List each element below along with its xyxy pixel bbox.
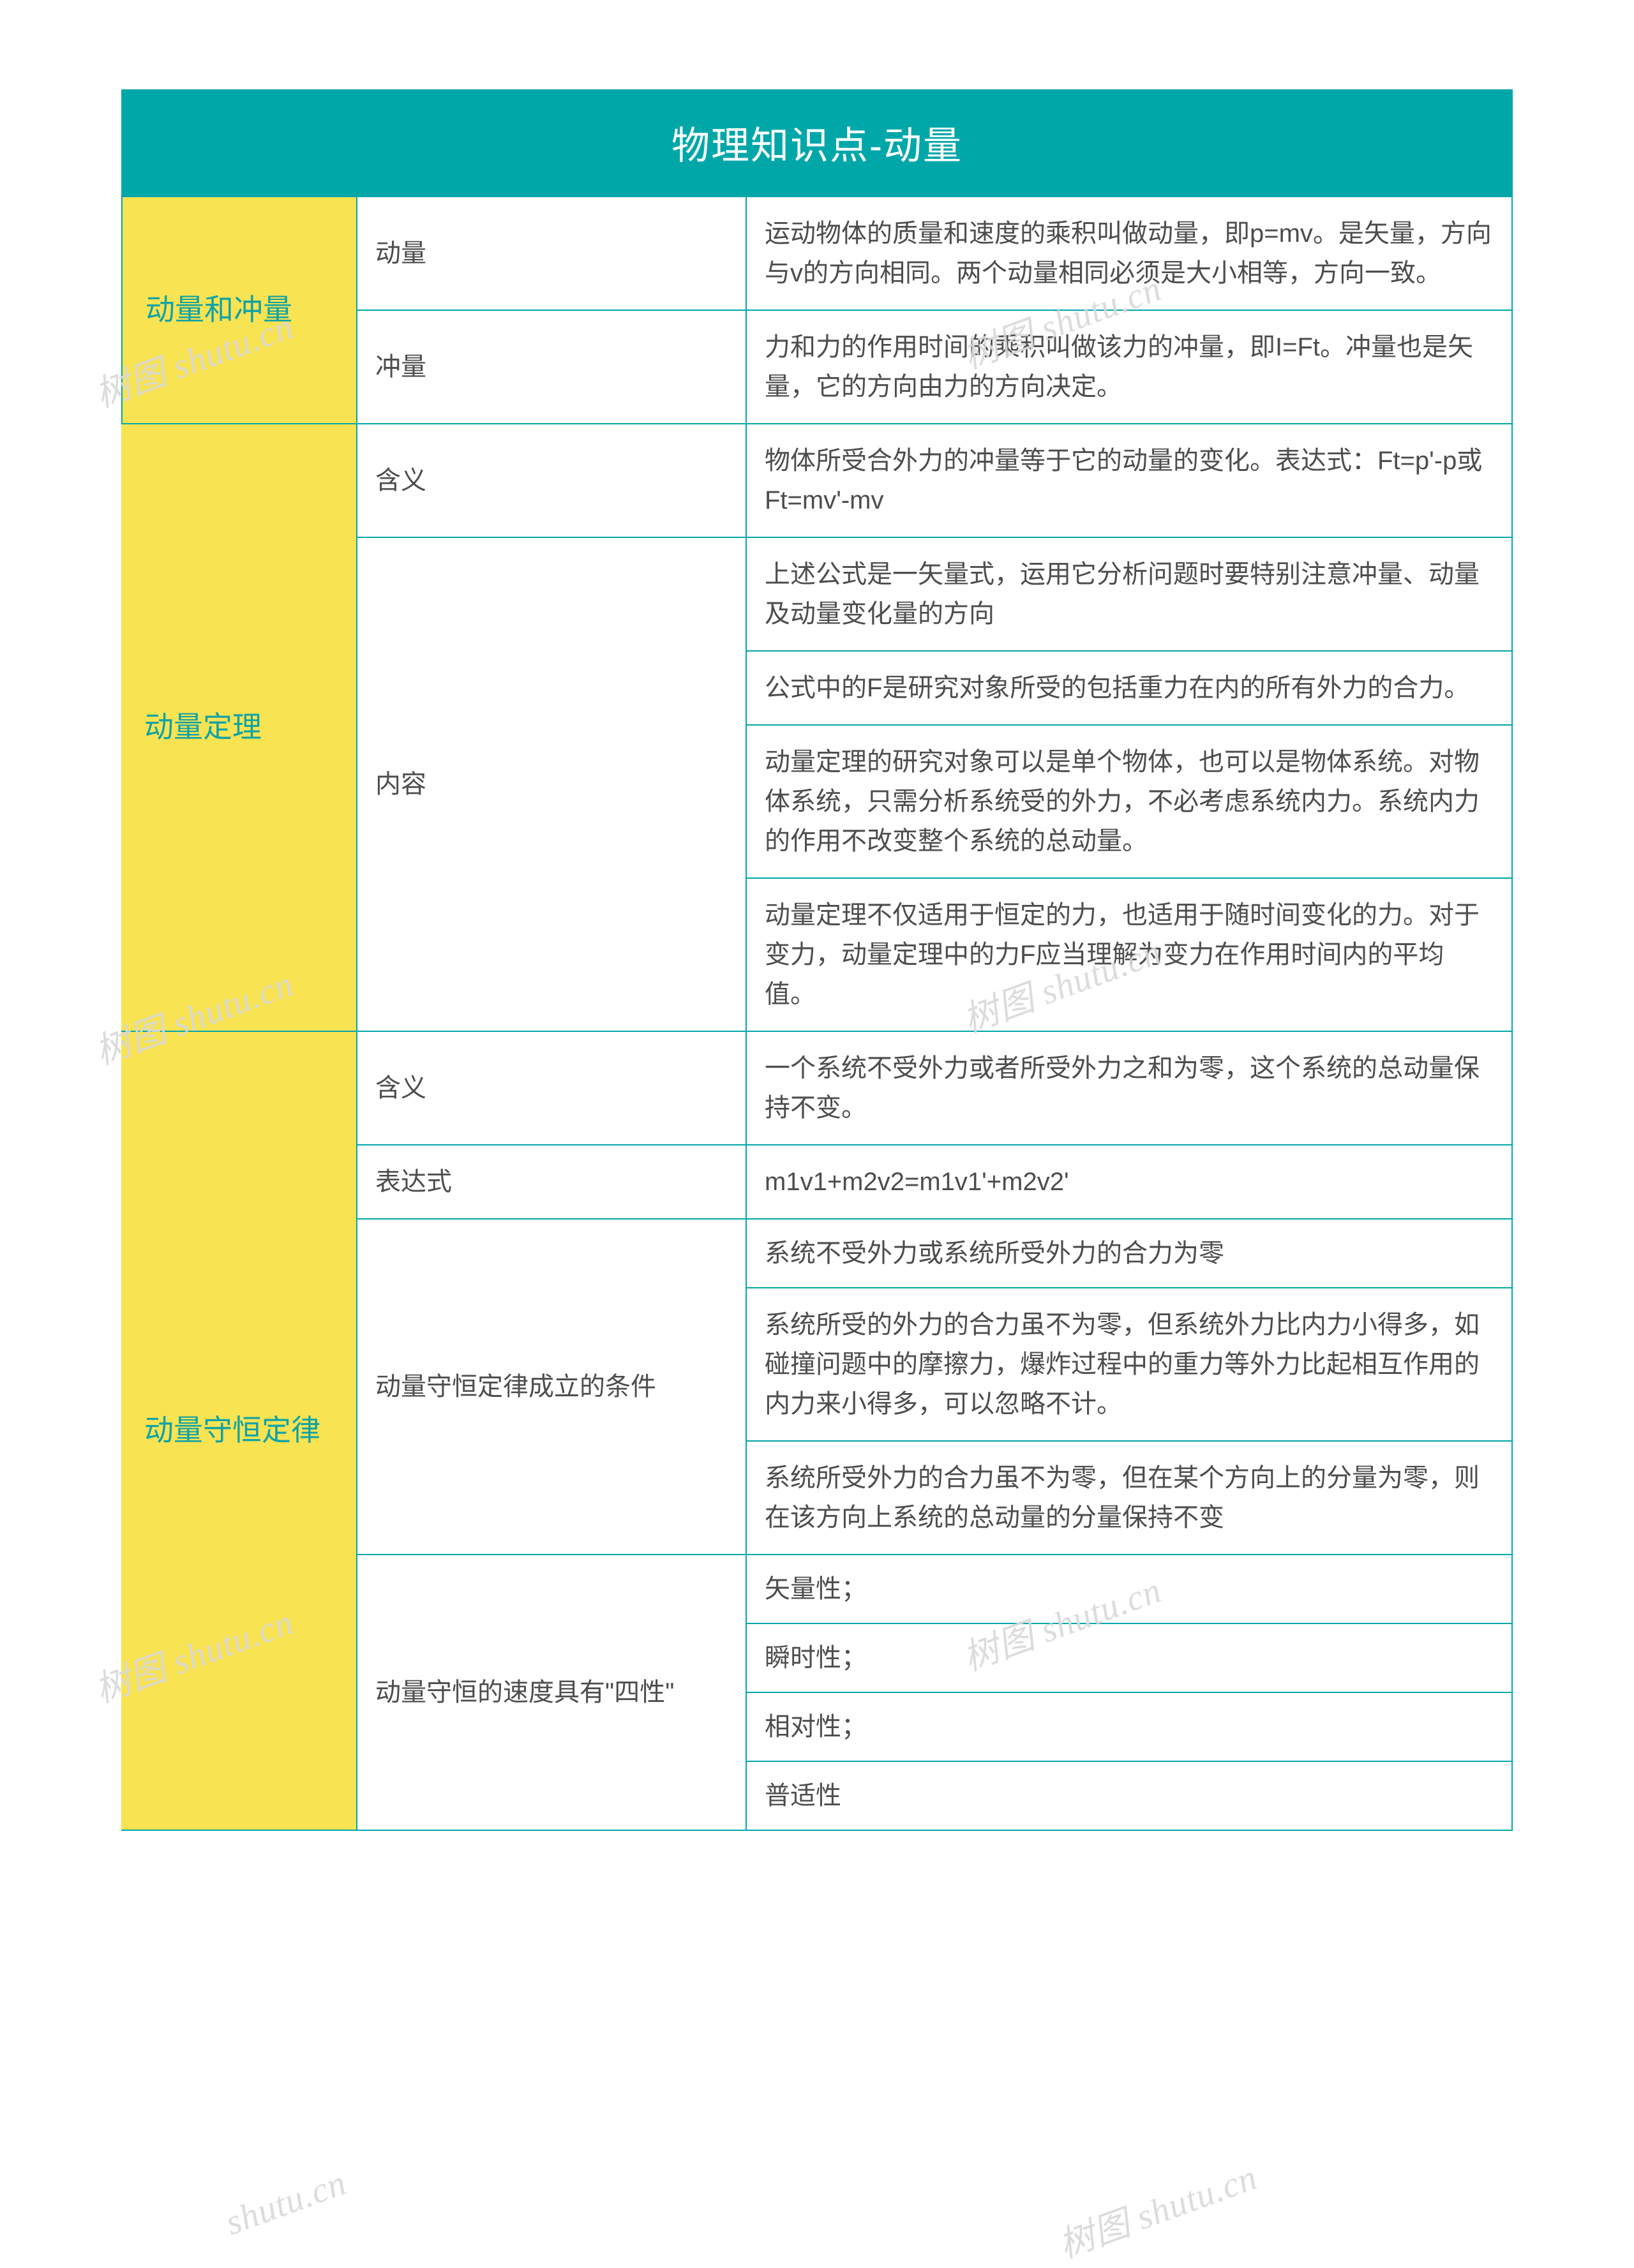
section-heading: 动量守恒定律 [121,1032,357,1831]
detail-cell: 系统所受外力的合力虽不为零，但在某个方向上的分量为零，则在该方向上系统的总动量的… [747,1442,1513,1555]
detail-cell: 系统所受的外力的合力虽不为零，但系统外力比内力小得多，如碰撞问题中的摩擦力，爆炸… [747,1288,1513,1442]
sub-heading: 含义 [357,424,747,538]
detail-cell: 一个系统不受外力或者所受外力之和为零，这个系统的总动量保持不变。 [747,1032,1513,1145]
detail-cell: 动量定理不仅适用于恒定的力，也适用于随时间变化的力。对于变力，动量定理中的力F应… [747,879,1513,1032]
detail-cell: 矢量性； [747,1555,1513,1624]
detail-cell: 瞬时性； [747,1624,1513,1693]
watermark: 树图 shutu.cn [1051,2149,1263,2268]
detail-cell: 动量定理的研究对象可以是单个物体，也可以是物体系统。对物体系统，只需分析系统受的… [747,726,1513,879]
sub-heading: 动量守恒定律成立的条件 [357,1220,747,1555]
detail-cell: 上述公式是一矢量式，运用它分析问题时要特别注意冲量、动量及动量变化量的方向 [747,538,1513,652]
detail-cell: 公式中的F是研究对象所受的包括重力在内的所有外力的合力。 [747,652,1513,726]
sub-heading: 动量 [357,197,747,311]
detail-cell: 系统不受外力或系统所受外力的合力为零 [747,1220,1513,1288]
section-heading: 动量和冲量 [121,197,357,424]
sub-heading: 冲量 [357,311,747,424]
page-title: 物理知识点-动量 [121,89,1513,197]
section-heading: 动量定理 [121,424,357,1032]
watermark: shutu.cn [220,2162,352,2243]
detail-cell: 相对性； [747,1693,1513,1762]
detail-cell: 物体所受合外力的冲量等于它的动量的变化。表达式：Ft=p'-p或Ft=mv'-m… [747,424,1513,538]
detail-cell: 运动物体的质量和速度的乘积叫做动量，即p=mv。是矢量，方向与v的方向相同。两个… [747,197,1513,311]
sub-heading: 表达式 [357,1145,747,1220]
detail-cell: m1v1+m2v2=m1v1'+m2v2' [747,1145,1513,1220]
sub-heading: 动量守恒的速度具有"四性" [357,1555,747,1831]
sub-heading: 含义 [357,1032,747,1145]
content-grid: 动量和冲量动量运动物体的质量和速度的乘积叫做动量，即p=mv。是矢量，方向与v的… [121,197,1513,1831]
table-container: 物理知识点-动量 动量和冲量动量运动物体的质量和速度的乘积叫做动量，即p=mv。… [121,89,1513,1831]
detail-cell: 力和力的作用时间的乘积叫做该力的冲量，即I=Ft。冲量也是矢量，它的方向由力的方… [747,311,1513,424]
sub-heading: 内容 [357,538,747,1032]
detail-cell: 普适性 [747,1762,1513,1831]
